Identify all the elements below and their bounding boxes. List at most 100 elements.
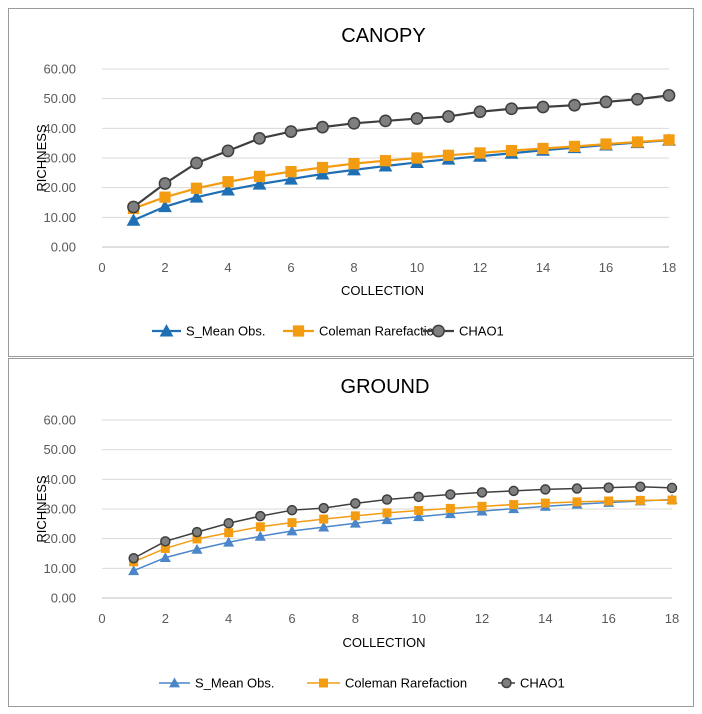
- legend-marker: [319, 678, 328, 688]
- data-point: [508, 485, 519, 497]
- legend-label: S_Mean Obs.: [186, 324, 266, 339]
- data-point: [160, 536, 171, 547]
- data-point: [540, 498, 550, 508]
- x-tick-label: 8: [352, 611, 359, 626]
- x-tick-label: 18: [665, 611, 679, 626]
- y-axis-label: RICHNESS: [34, 475, 49, 543]
- data-point: [128, 565, 140, 576]
- data-point: [224, 528, 234, 538]
- data-point: [631, 92, 644, 106]
- data-point: [509, 500, 519, 510]
- ground-chart-title: GROUND: [341, 376, 430, 398]
- data-point: [473, 105, 487, 119]
- data-point: [221, 183, 235, 196]
- ground-chart-panel: GROUND 0.00 10.00 20.00 30.00 40.00 50.00 60.00…: [8, 358, 694, 707]
- legend-marker: [159, 324, 174, 337]
- data-point: [476, 487, 488, 498]
- data-point: [603, 482, 614, 493]
- x-tick-label: 12: [475, 611, 489, 626]
- legend-entry: Coleman Rarefaction: [283, 324, 441, 339]
- canopy-chart: CANOPY 0.00 10.00 20.00 30.00 40.00 50.00 60.00…: [34, 25, 676, 339]
- x-tick-label: 10: [410, 260, 424, 275]
- data-point: [379, 114, 392, 128]
- data-point: [382, 508, 392, 518]
- data-point: [347, 116, 361, 130]
- legend-marker: [292, 325, 305, 337]
- data-point: [599, 95, 613, 109]
- data-point: [445, 503, 455, 513]
- y-tick-label: 50.00: [43, 91, 76, 106]
- legend-label: CHAO1: [520, 676, 565, 691]
- data-point: [160, 543, 170, 553]
- series-coleman-rarefaction: [129, 495, 677, 567]
- data-point: [287, 518, 297, 528]
- y-tick-label: 60.00: [43, 62, 76, 77]
- x-tick-label: 2: [162, 611, 169, 626]
- x-tick-label: 4: [224, 260, 231, 275]
- legend-marker: [501, 677, 512, 689]
- data-point: [540, 484, 551, 495]
- data-point: [286, 525, 298, 536]
- data-point: [505, 144, 518, 157]
- series-chao1: [128, 481, 678, 564]
- data-point: [477, 501, 487, 511]
- data-point: [663, 134, 675, 146]
- y-tick-label: 10.00: [43, 561, 76, 576]
- data-point: [600, 138, 612, 150]
- x-axis-label: COLLECTION: [342, 635, 425, 650]
- x-tick-label: 4: [225, 611, 232, 626]
- data-point: [666, 482, 678, 494]
- x-tick-label: 14: [536, 260, 550, 275]
- data-point: [223, 536, 235, 547]
- data-point: [442, 110, 455, 123]
- data-point: [413, 491, 424, 503]
- data-point: [191, 543, 203, 554]
- data-point: [254, 530, 266, 541]
- data-point: [442, 149, 455, 161]
- legend-entry: Coleman Rarefaction: [307, 676, 467, 691]
- legend-marker: [432, 324, 445, 338]
- x-tick-label: 10: [411, 611, 425, 626]
- data-point: [252, 177, 267, 190]
- data-point: [158, 199, 172, 213]
- data-point: [159, 191, 171, 203]
- data-point: [572, 497, 582, 507]
- y-tick-label: 20.00: [43, 180, 76, 195]
- series-line: [133, 486, 673, 559]
- data-point: [445, 489, 456, 500]
- data-point: [253, 132, 266, 145]
- canopy-chart-title: CANOPY: [341, 25, 425, 47]
- data-point: [158, 177, 172, 190]
- data-point: [192, 534, 202, 544]
- y-tick-label: 30.00: [43, 502, 76, 517]
- y-tick-label: 0.00: [51, 240, 76, 255]
- x-tick-label: 16: [599, 260, 613, 275]
- data-point: [413, 511, 425, 522]
- data-point: [505, 102, 518, 116]
- data-point: [381, 514, 393, 525]
- y-tick-label: 40.00: [43, 472, 76, 487]
- legend-label: CHAO1: [459, 324, 504, 339]
- series-s-mean-obs-: [126, 133, 676, 226]
- data-point: [316, 120, 329, 134]
- legend-entry: CHAO1: [498, 676, 565, 691]
- data-point: [284, 125, 298, 138]
- data-point: [350, 498, 361, 509]
- x-tick-label: 16: [601, 611, 615, 626]
- data-point: [318, 521, 330, 532]
- legend-entry: S_Mean Obs.: [152, 324, 266, 339]
- data-point: [536, 100, 550, 114]
- data-point: [253, 170, 266, 183]
- x-tick-label: 2: [161, 260, 168, 275]
- data-point: [444, 508, 456, 519]
- data-point: [191, 526, 203, 538]
- data-point: [411, 152, 423, 164]
- data-point: [128, 552, 139, 564]
- data-point: [189, 190, 204, 203]
- series-line: [132, 94, 670, 208]
- legend-marker: [169, 677, 180, 688]
- y-tick-label: 40.00: [43, 121, 76, 136]
- series-chao1: [127, 89, 676, 214]
- data-point: [348, 158, 360, 170]
- y-tick-label: 0.00: [51, 591, 76, 606]
